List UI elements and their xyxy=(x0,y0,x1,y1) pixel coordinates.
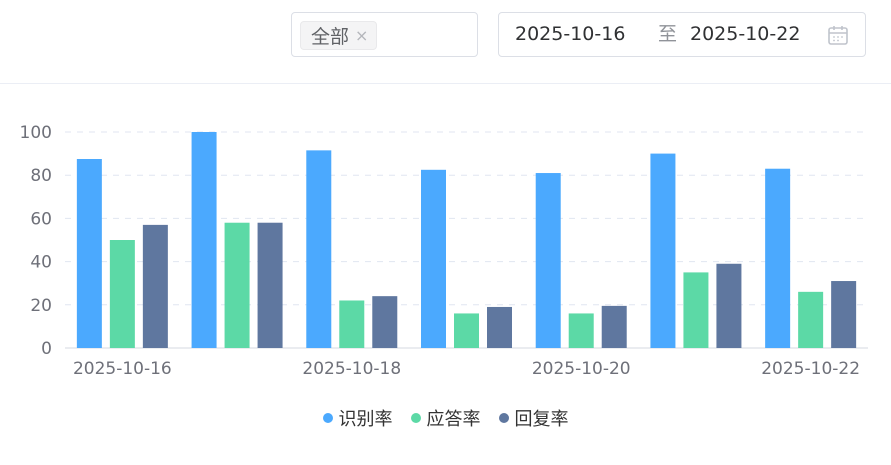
selected-tag-label: 全部 xyxy=(311,26,350,48)
legend-marker xyxy=(322,413,333,423)
legend-item[interactable]: 回复率 xyxy=(498,405,569,431)
legend-marker xyxy=(410,413,421,423)
x-tick-label: 2025-10-22 xyxy=(761,359,860,379)
x-tick-label: 2025-10-20 xyxy=(532,359,631,379)
selected-tag: 全部 × xyxy=(300,21,378,50)
close-icon[interactable]: × xyxy=(355,25,369,45)
legend-item[interactable]: 识别率 xyxy=(322,405,393,431)
x-tick-label: 2025-10-18 xyxy=(302,359,401,379)
bar-识别率 xyxy=(650,153,676,348)
legend-label: 回复率 xyxy=(514,409,569,430)
y-tick-label: 40 xyxy=(30,253,52,273)
end-date-input[interactable]: 2025-10-22 xyxy=(690,23,801,45)
legend-item[interactable]: 应答率 xyxy=(410,405,481,431)
chart-legend: 识别率 应答率 回复率 xyxy=(0,405,891,431)
bar-回复率 xyxy=(257,222,283,348)
bar-识别率 xyxy=(76,159,102,348)
bar-回复率 xyxy=(831,281,857,348)
bar-应答率 xyxy=(454,313,479,348)
date-range-separator: 至 xyxy=(658,23,678,45)
legend-label: 识别率 xyxy=(338,409,393,430)
y-tick-label: 100 xyxy=(20,123,52,143)
bar-应答率 xyxy=(568,313,594,348)
toolbar: 全部 × 2025-10-16 至 2025-10-22 xyxy=(0,0,891,84)
bar-chart: 0 20 40 60 80 100 2025-10-16 2025-10-18 2025-10-… xyxy=(20,123,868,379)
bar-应答率 xyxy=(339,300,365,348)
bar-回复率 xyxy=(716,263,742,348)
y-tick-label: 60 xyxy=(30,209,52,229)
start-date-input[interactable]: 2025-10-16 xyxy=(515,23,626,45)
bar-应答率 xyxy=(683,272,709,348)
bar-应答率 xyxy=(798,291,824,348)
bar-识别率 xyxy=(765,168,791,348)
y-tick-label: 20 xyxy=(30,296,52,316)
bar-回复率 xyxy=(487,306,512,348)
y-tick-label: 0 xyxy=(41,339,52,359)
bar-回复率 xyxy=(142,224,168,348)
legend-marker xyxy=(498,413,509,423)
x-tick-label: 2025-10-16 xyxy=(73,359,172,379)
bar-识别率 xyxy=(421,169,446,348)
bar-应答率 xyxy=(109,240,135,348)
legend-label: 应答率 xyxy=(426,409,481,430)
category-select[interactable]: 全部 × xyxy=(291,12,478,57)
bar-回复率 xyxy=(601,305,627,348)
bar-回复率 xyxy=(372,296,398,348)
date-range-picker[interactable]: 2025-10-16 至 2025-10-22 xyxy=(498,12,866,57)
y-tick-label: 80 xyxy=(30,166,52,186)
bar-识别率 xyxy=(191,132,217,348)
calendar-icon[interactable] xyxy=(827,24,849,46)
bar-识别率 xyxy=(535,173,561,348)
bar-识别率 xyxy=(306,150,332,348)
bar-应答率 xyxy=(224,222,250,348)
